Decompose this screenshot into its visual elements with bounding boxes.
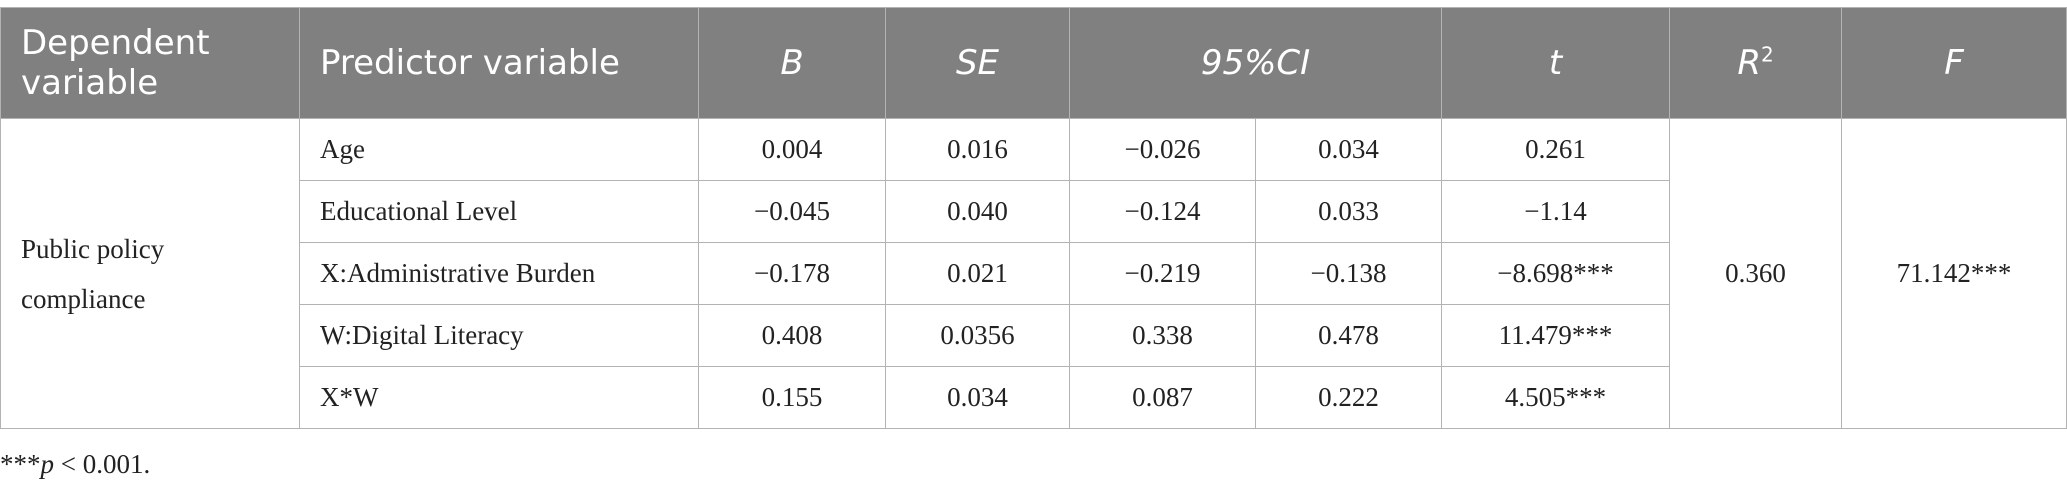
header-b-label: B xyxy=(780,43,804,83)
header-ci: 95%CI xyxy=(1069,7,1442,119)
header-r2-superscript: 2 xyxy=(1760,42,1774,67)
se-cell: 0.0356 xyxy=(885,304,1070,367)
header-ci-label: 95%CI xyxy=(1200,43,1311,83)
b-cell: 0.155 xyxy=(698,366,886,429)
t-cell: −8.698*** xyxy=(1441,242,1670,305)
t-cell: 4.505*** xyxy=(1441,366,1670,429)
header-r2: R2 xyxy=(1669,7,1842,119)
table-row: X*W 0.155 0.034 0.087 0.222 4.505*** xyxy=(1,366,2067,429)
ci-high-cell: −0.138 xyxy=(1255,242,1442,305)
t-cell: 11.479*** xyxy=(1441,304,1670,367)
table-row: W:Digital Literacy 0.408 0.0356 0.338 0.… xyxy=(1,304,2067,367)
ci-low-cell: −0.026 xyxy=(1069,118,1256,181)
se-cell: 0.040 xyxy=(885,180,1070,243)
ci-high-cell: 0.222 xyxy=(1255,366,1442,429)
f-cell: 71.142*** xyxy=(1841,118,2067,429)
footnote-text: < 0.001. xyxy=(54,449,151,479)
header-se-label: SE xyxy=(955,43,1000,83)
header-f-label: F xyxy=(1944,43,1964,83)
ci-low-cell: −0.124 xyxy=(1069,180,1256,243)
t-cell: 0.261 xyxy=(1441,118,1670,181)
t-cell: −1.14 xyxy=(1441,180,1670,243)
header-b: B xyxy=(698,7,886,119)
predictor-cell: Educational Level xyxy=(299,180,699,243)
footnote-stars: *** xyxy=(0,449,41,479)
dependent-variable-cell: Public policy compliance xyxy=(0,118,300,429)
table-row: X:Administrative Burden −0.178 0.021 −0.… xyxy=(1,242,2067,305)
ci-low-cell: 0.087 xyxy=(1069,366,1256,429)
header-se: SE xyxy=(885,7,1070,119)
ci-low-cell: 0.338 xyxy=(1069,304,1256,367)
predictor-cell: X:Administrative Burden xyxy=(299,242,699,305)
predictor-cell: Age xyxy=(299,118,699,181)
regression-table-container: Dependent variable Predictor variable B … xyxy=(0,7,2067,429)
footnote-p: p xyxy=(40,449,55,479)
header-t: t xyxy=(1441,7,1670,119)
header-t-label: t xyxy=(1548,43,1563,83)
se-cell: 0.021 xyxy=(885,242,1070,305)
r2-cell: 0.360 xyxy=(1669,118,1842,429)
ci-high-cell: 0.033 xyxy=(1255,180,1442,243)
header-dependent-variable: Dependent variable xyxy=(0,7,300,119)
header-row: Dependent variable Predictor variable B … xyxy=(0,7,2067,119)
se-cell: 0.034 xyxy=(885,366,1070,429)
predictor-cell: X*W xyxy=(299,366,699,429)
b-cell: −0.045 xyxy=(698,180,886,243)
table-row: Public policy compliance Age 0.004 0.016… xyxy=(0,118,2067,429)
b-cell: −0.178 xyxy=(698,242,886,305)
ci-low-cell: −0.219 xyxy=(1069,242,1256,305)
ci-high-cell: 0.478 xyxy=(1255,304,1442,367)
header-predictor-variable: Predictor variable xyxy=(299,7,699,119)
b-cell: 0.408 xyxy=(698,304,886,367)
b-cell: 0.004 xyxy=(698,118,886,181)
se-cell: 0.016 xyxy=(885,118,1070,181)
table-footnote: ***p < 0.001. xyxy=(0,449,150,480)
header-r2-label: R xyxy=(1737,43,1761,83)
ci-high-cell: 0.034 xyxy=(1255,118,1442,181)
header-f: F xyxy=(1841,7,2067,119)
predictor-cell: W:Digital Literacy xyxy=(299,304,699,367)
regression-table: Dependent variable Predictor variable B … xyxy=(0,7,2067,429)
